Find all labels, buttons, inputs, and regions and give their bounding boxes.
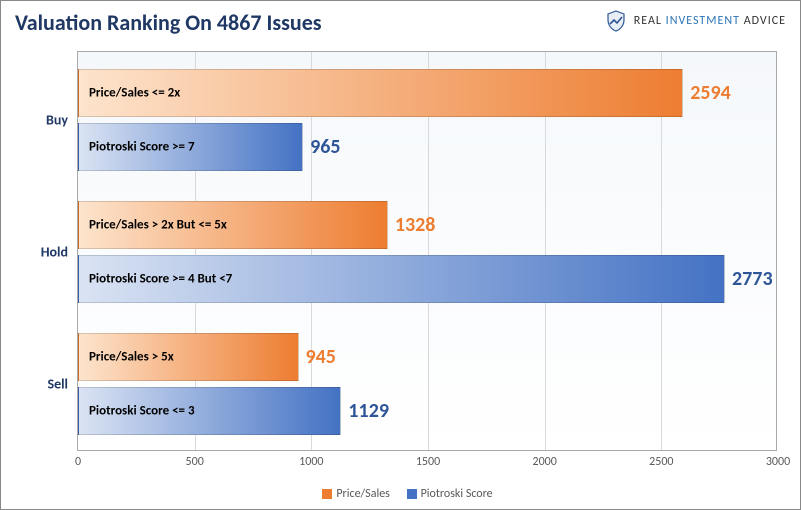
x-tick-label: 500 [186, 455, 204, 469]
bar-value: 965 [310, 135, 340, 159]
x-tick-label: 1000 [299, 455, 323, 469]
legend: Price/Sales Piotroski Score [1, 487, 800, 501]
x-tick-label: 3000 [766, 455, 790, 469]
bar-inner-label: Piotroski Score >= 7 [89, 140, 195, 155]
bar-inner-label: Price/Sales > 2x But <= 5x [89, 218, 227, 233]
bar-piotroski: Piotroski Score >= 7965 [78, 123, 303, 171]
x-tick-label: 2000 [532, 455, 556, 469]
bar-value: 2773 [732, 267, 773, 291]
shield-icon [604, 9, 628, 33]
brand-mid: INVESTMENT [662, 14, 744, 28]
bar-price_sales: Price/Sales > 2x But <= 5x1328 [78, 201, 388, 249]
bar-value: 945 [306, 345, 336, 369]
bar-value: 2594 [690, 81, 731, 105]
chart-container: Valuation Ranking On 4867 Issues REAL IN… [0, 0, 801, 510]
legend-swatch-price-sales [322, 489, 332, 499]
bar-value: 1129 [348, 399, 389, 423]
legend-label-piotroski: Piotroski Score [421, 487, 493, 501]
bar-inner-label: Piotroski Score <= 3 [89, 404, 195, 419]
category-label: Buy [18, 112, 68, 129]
x-tick-label: 1500 [416, 455, 440, 469]
chart-title: Valuation Ranking On 4867 Issues [15, 9, 322, 36]
bar-price_sales: Price/Sales > 5x945 [78, 333, 299, 381]
bar-inner-label: Piotroski Score >= 4 But <7 [89, 272, 232, 287]
brand-post: ADVICE [744, 14, 786, 28]
brand-logo: REAL INVESTMENT ADVICE [604, 9, 786, 33]
plot-area: 050010001500200025003000BuyPrice/Sales <… [77, 51, 777, 451]
bar-piotroski: Piotroski Score <= 31129 [78, 387, 341, 435]
bar-inner-label: Price/Sales <= 2x [89, 86, 180, 101]
x-tick-label: 0 [75, 455, 81, 469]
bar-piotroski: Piotroski Score >= 4 But <72773 [78, 255, 725, 303]
category-label: Sell [18, 376, 68, 393]
category-label: Hold [18, 244, 68, 261]
header-row: Valuation Ranking On 4867 Issues REAL IN… [1, 1, 800, 40]
brand-text: REAL INVESTMENT ADVICE [634, 14, 786, 28]
legend-swatch-piotroski [407, 489, 417, 499]
legend-label-price-sales: Price/Sales [336, 487, 390, 501]
bar-value: 1328 [395, 213, 436, 237]
bar-price_sales: Price/Sales <= 2x2594 [78, 69, 683, 117]
brand-pre: REAL [634, 14, 662, 28]
bar-inner-label: Price/Sales > 5x [89, 350, 174, 365]
x-tick-label: 2500 [649, 455, 673, 469]
